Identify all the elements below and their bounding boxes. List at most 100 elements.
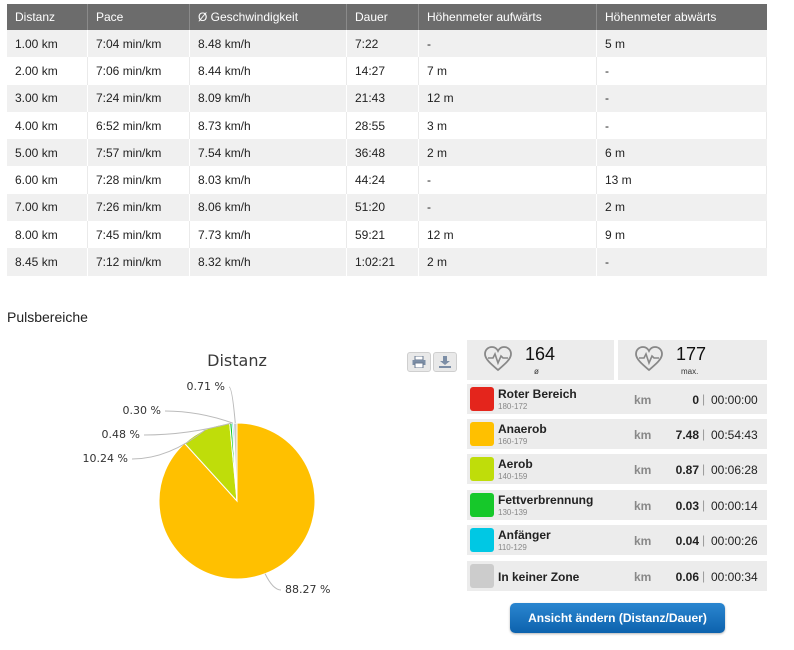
table-cell: 8.48 km/h <box>189 30 347 58</box>
zone-name: Anfänger <box>498 528 551 542</box>
column-header[interactable]: Höhenmeter abwärts <box>596 4 767 30</box>
table-cell: 8.32 km/h <box>189 248 347 276</box>
zone-unit: km <box>634 499 652 513</box>
pie-slice[interactable] <box>158 422 316 580</box>
table-cell: 2 m <box>418 248 597 276</box>
table-cell: - <box>596 111 767 140</box>
max-heart-rate-value: 177 <box>676 344 707 364</box>
table-cell: - <box>418 166 597 194</box>
avg-label: ø <box>534 367 539 376</box>
table-cell: 1.00 km <box>7 30 88 58</box>
zone-unit: km <box>634 534 652 548</box>
table-cell: 7:26 min/km <box>87 193 190 222</box>
table-cell: - <box>418 30 597 58</box>
zone-row: Anfänger 110-129 km 0.04 | 00:00:26 <box>467 525 767 555</box>
table-cell: 12 m <box>418 221 597 249</box>
heart-pulse-icon <box>484 346 512 372</box>
zone-row: Aerob 140-159 km 0.87 | 00:06:28 <box>467 454 767 484</box>
table-cell: 7:24 min/km <box>87 84 190 112</box>
table-cell: 6:52 min/km <box>87 111 190 140</box>
column-header[interactable]: Dauer <box>346 4 419 30</box>
table-cell: 7:45 min/km <box>87 221 190 249</box>
zone-duration: 00:00:34 <box>711 570 758 584</box>
max-heart-rate-box: 177 max. <box>618 340 767 380</box>
column-header[interactable]: Pace <box>87 4 190 30</box>
table-cell: 1:02:21 <box>346 248 419 276</box>
table-row: 6.00 km 7:28 min/km 8.03 km/h 44:24-13 m <box>7 166 767 194</box>
zone-name: Roter Bereich <box>498 387 577 401</box>
table-cell: 7.73 km/h <box>189 221 347 249</box>
zone-distance: 0.03 <box>675 499 699 513</box>
zone-separator: | <box>702 427 706 441</box>
section-title: Pulsbereiche <box>7 309 88 325</box>
table-cell: 6.00 km <box>7 166 88 194</box>
pie-data-label: 10.24 % <box>83 452 128 465</box>
pie-label-connector <box>228 386 236 424</box>
table-cell: 8.09 km/h <box>189 84 347 112</box>
table-cell: 12 m <box>418 84 597 112</box>
table-cell: 7 m <box>418 57 597 85</box>
zone-duration: 00:00:14 <box>711 499 758 513</box>
table-cell: 28:55 <box>346 111 419 140</box>
zone-distance: 0 <box>692 393 699 407</box>
pie-slices <box>158 422 316 580</box>
table-cell: 8.00 km <box>7 221 88 249</box>
zone-name: Anaerob <box>498 422 547 436</box>
zone-name: Fettverbrennung <box>498 493 594 507</box>
table-header-row: Distanz Pace Ø Geschwindigkeit Dauer Höh… <box>7 4 767 30</box>
print-button[interactable] <box>407 352 431 372</box>
zone-color-swatch <box>470 528 494 552</box>
table-row: 2.00 km 7:06 min/km 8.44 km/h 14:27 7 m- <box>7 57 767 85</box>
table-cell: 14:27 <box>346 57 419 85</box>
zone-distance: 0.87 <box>675 463 699 477</box>
table-cell: 8.44 km/h <box>189 57 347 85</box>
max-label: max. <box>681 367 699 376</box>
zone-separator: | <box>702 569 706 583</box>
pie-data-label: 0.48 % <box>102 428 140 441</box>
table-cell: 44:24 <box>346 166 419 194</box>
table-row: 8.45 km 7:12 min/km 8.32 km/h 1:02:21 2 m- <box>7 248 767 276</box>
change-view-button[interactable]: Ansicht ändern (Distanz/Dauer) <box>510 603 725 633</box>
zone-range: 110-129 <box>498 543 527 552</box>
avg-heart-rate-box: 164 ø <box>467 340 614 380</box>
zone-row: Fettverbrennung 130-139 km 0.03 | 00:00:14 <box>467 490 767 520</box>
zone-separator: | <box>702 392 706 406</box>
print-icon <box>412 356 426 368</box>
table-cell: 8.06 km/h <box>189 193 347 222</box>
zone-unit: km <box>634 428 652 442</box>
pie-data-label: 0.30 % <box>123 404 161 417</box>
table-cell: 8.03 km/h <box>189 166 347 194</box>
column-header[interactable]: Distanz <box>7 4 88 30</box>
table-cell: 7:57 min/km <box>87 139 190 167</box>
table-cell: 7:06 min/km <box>87 57 190 85</box>
zone-row: In keiner Zone km 0.06 | 00:00:34 <box>467 561 767 591</box>
zone-row: Roter Bereich 180-172 km 0 | 00:00:00 <box>467 384 767 414</box>
pie-data-label: 88.27 % <box>285 583 330 596</box>
pie-label-connector <box>143 422 232 436</box>
chart-title: Distanz <box>207 351 267 370</box>
column-header[interactable]: Ø Geschwindigkeit <box>189 4 347 30</box>
pie-labels: 88.27 % 10.24 % 0.48 % 0.30 % 0.71 % <box>83 380 331 596</box>
zone-range: 180-172 <box>498 402 528 411</box>
pie-data-label: 0.71 % <box>187 380 225 393</box>
zone-duration: 00:00:26 <box>711 534 758 548</box>
column-header[interactable]: Höhenmeter aufwärts <box>418 4 597 30</box>
table-cell: 7:04 min/km <box>87 30 190 58</box>
table-cell: - <box>596 84 767 112</box>
pie-slice[interactable] <box>233 422 238 502</box>
download-button[interactable] <box>433 352 457 372</box>
pie-label-connector <box>131 429 206 460</box>
table-cell: 5.00 km <box>7 139 88 167</box>
pie-label-connector <box>264 573 282 591</box>
zone-row: Anaerob 160-179 km 7.48 | 00:54:43 <box>467 419 767 449</box>
table-cell: 8.45 km <box>7 248 88 276</box>
table-cell: - <box>418 193 597 222</box>
table-cell: 3.00 km <box>7 84 88 112</box>
zone-distance: 7.48 <box>675 428 699 442</box>
zone-duration: 00:54:43 <box>711 428 758 442</box>
zone-range: 160-179 <box>498 437 528 446</box>
table-row: 7.00 km 7:26 min/km 8.06 km/h 51:20-2 m <box>7 193 767 222</box>
table-cell: 2.00 km <box>7 57 88 85</box>
splits-table: Distanz Pace Ø Geschwindigkeit Dauer Höh… <box>7 4 767 276</box>
